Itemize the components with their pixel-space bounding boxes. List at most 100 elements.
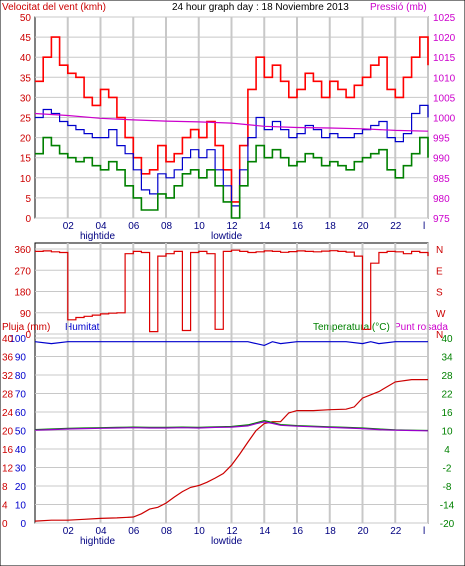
y-tick-right: 985: [433, 174, 450, 185]
y-tick-temperature: -8: [443, 482, 452, 493]
wind-speed-label: Velocitat del vent (kmh): [2, 2, 106, 13]
compass-label: N: [436, 245, 443, 256]
y-tick-right: 980: [433, 194, 450, 205]
y-tick-left: 360: [14, 245, 31, 256]
y-tick-temperature: 22: [441, 390, 453, 401]
x-tick-label: 18: [325, 221, 337, 232]
humidity-label: Humitat: [65, 322, 100, 333]
y-tick-right: 1005: [433, 93, 456, 104]
axis-labels: 02 04 06 08 10 12 14 16 18 20 22 l05101520253035404…: [2, 13, 456, 537]
series-wind_low: [35, 136, 429, 219]
y-tick-left: 20: [20, 134, 32, 145]
y-tick-humidity: 80: [15, 371, 27, 382]
y-tick-temperature: 10: [441, 427, 453, 438]
chart-title: 24 hour graph day : 18 Noviembre 2013: [172, 2, 349, 13]
y-tick-humidity: 40: [15, 445, 27, 456]
x-tick-label: 12: [227, 221, 239, 232]
x-tick-label: 22: [390, 526, 402, 537]
y-tick-rain: 4: [2, 501, 8, 512]
y-tick-left: 0: [25, 330, 31, 341]
x-tick-label: 14: [259, 526, 271, 537]
data-series: [34, 36, 429, 522]
x-tick-label: 16: [292, 221, 304, 232]
compass-label: N: [436, 330, 443, 341]
y-tick-temperature: 34: [441, 353, 453, 364]
x-tick-label: 08: [161, 221, 173, 232]
x-tick-label: 14: [259, 221, 271, 232]
y-tick-rain: 28: [2, 390, 14, 401]
y-tick-right: 1010: [433, 73, 456, 84]
x-tick-label: 16: [292, 526, 304, 537]
x-tick-label: 08: [161, 526, 173, 537]
x-tick-label: 02: [63, 526, 75, 537]
y-tick-humidity: 100: [9, 334, 26, 345]
x-tick-label: 22: [390, 221, 402, 232]
y-tick-humidity: 60: [15, 408, 27, 419]
y-tick-temperature: 4: [444, 445, 450, 456]
compass-label: E: [436, 266, 443, 277]
y-tick-temperature: 16: [441, 408, 453, 419]
y-tick-left: 5: [25, 194, 31, 205]
grid-lines: [35, 16, 429, 524]
x-tick-label: 04: [96, 221, 108, 232]
y-tick-rain: 12: [2, 464, 14, 475]
y-tick-right: 1000: [433, 114, 456, 125]
y-tick-left: 90: [20, 309, 32, 320]
y-tick-right: 1020: [433, 33, 456, 44]
y-tick-rain: 8: [2, 482, 8, 493]
series-dewpoint: [34, 421, 429, 432]
y-tick-temperature: 28: [441, 371, 453, 382]
lowtide-marker-top: lowtide: [211, 231, 243, 242]
y-tick-left: 50: [20, 13, 32, 24]
rain-label: Pluja (mm): [2, 322, 50, 333]
temperature-label: Temperatura (°C): [313, 322, 390, 333]
x-tick-label: 20: [358, 221, 370, 232]
y-tick-rain: 24: [2, 408, 14, 419]
y-tick-right: 975: [433, 214, 450, 225]
pressure-label: Pressió (mb): [370, 2, 427, 13]
x-tick-label: 10: [194, 526, 206, 537]
y-tick-left: 270: [14, 266, 31, 277]
series-pressure: [34, 112, 429, 132]
x-tick-label: 06: [128, 526, 140, 537]
y-tick-rain: 36: [2, 353, 14, 364]
y-tick-left: 0: [25, 214, 31, 225]
y-tick-left: 180: [14, 288, 31, 299]
y-tick-rain: 0: [2, 519, 8, 530]
y-tick-humidity: 10: [15, 501, 27, 512]
y-tick-humidity: 50: [15, 427, 27, 438]
y-tick-temperature: -2: [443, 464, 452, 475]
x-tick-label: l: [423, 526, 425, 537]
hightide-marker-top: hightide: [80, 231, 115, 242]
y-tick-temperature: -14: [440, 501, 455, 512]
x-tick-label: 18: [325, 526, 337, 537]
y-tick-humidity: 70: [15, 390, 27, 401]
series-humidity: [34, 341, 428, 347]
y-tick-right: 1015: [433, 53, 456, 64]
y-tick-rain: 40: [2, 334, 14, 345]
compass-label: W: [436, 309, 446, 320]
hightide-marker-bottom: hightide: [80, 536, 115, 547]
x-tick-label: 12: [227, 526, 239, 537]
x-tick-label: 06: [128, 221, 140, 232]
y-tick-left: 40: [20, 53, 32, 64]
x-tick-label: 02: [63, 221, 75, 232]
y-tick-rain: 32: [2, 371, 14, 382]
y-tick-left: 10: [20, 174, 32, 185]
y-tick-rain: 20: [2, 427, 14, 438]
y-tick-humidity: 90: [15, 353, 27, 364]
y-tick-left: 45: [20, 33, 32, 44]
y-tick-temperature: -20: [440, 519, 455, 530]
y-tick-left: 15: [20, 154, 32, 165]
y-tick-temperature: 40: [441, 334, 453, 345]
y-tick-right: 990: [433, 154, 450, 165]
x-tick-label: 04: [96, 526, 108, 537]
y-tick-left: 25: [20, 114, 32, 125]
y-tick-left: 35: [20, 73, 32, 84]
compass-label: S: [436, 288, 443, 299]
y-tick-humidity: 0: [20, 519, 26, 530]
x-tick-label: 10: [194, 221, 206, 232]
y-tick-humidity: 20: [15, 482, 27, 493]
series-direction: [35, 249, 429, 333]
